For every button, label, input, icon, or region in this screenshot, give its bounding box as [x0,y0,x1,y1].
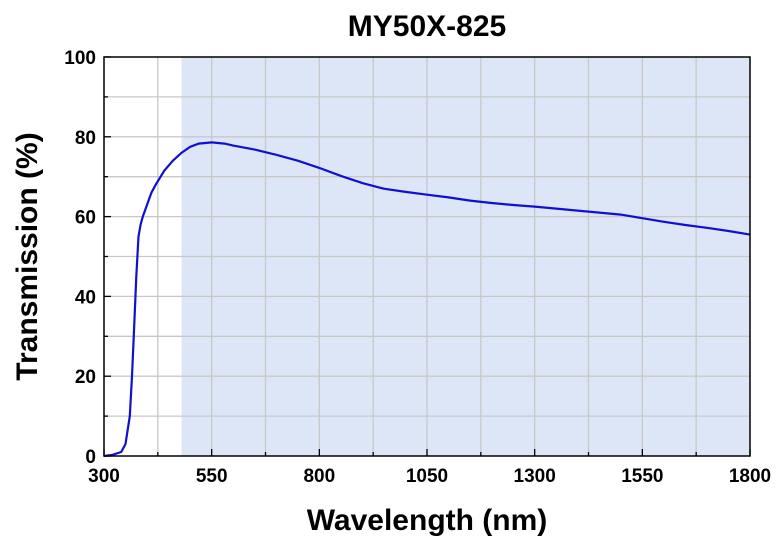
x-tick-label: 300 [88,466,120,487]
y-tick-label: 100 [64,48,96,69]
x-tick-label: 1550 [621,466,663,487]
chart-title: MY50X-825 [348,10,506,43]
y-tick-label: 20 [75,367,96,388]
y-tick-label: 0 [85,447,96,468]
plot-frame [103,56,751,457]
x-tick-label: 800 [303,466,335,487]
x-axis-label: Wavelength (nm) [307,504,548,537]
tick-labels: 300 550 800 1050 1300 1550 1800 0 20 40 60 80 100 [64,48,771,487]
x-tick-label: 1800 [729,466,771,487]
y-axis-label: Transmission (%) [11,132,44,380]
grid [104,57,750,456]
y-tick-label: 80 [75,128,96,149]
x-tick-label: 550 [196,466,228,487]
x-tick-label: 1050 [406,466,448,487]
series-line [103,141,751,458]
y-tick-label: 40 [75,287,96,308]
y-tick-label: 60 [75,208,96,229]
x-tick-label: 1300 [514,466,556,487]
